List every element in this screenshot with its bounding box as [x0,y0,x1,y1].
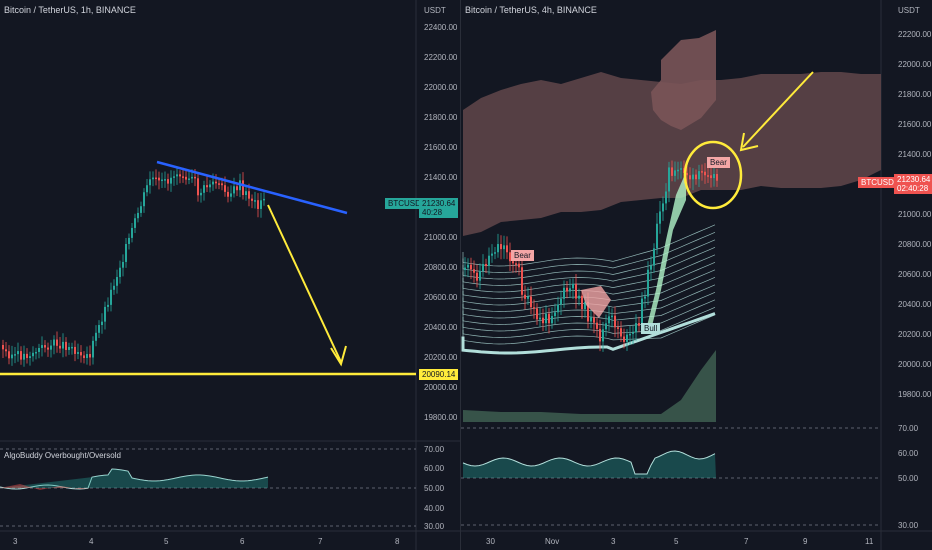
price-tick-label: 20600.00 [898,270,932,279]
price-tick-label: 19800.00 [424,413,458,422]
pointer-arrow[interactable] [739,71,814,152]
overbought-oversold-indicator: 70.00 60.00 50.00 40.00 30.00 [0,445,445,531]
indicator-tick-label: 70.00 [424,445,445,454]
currency-label: USDT [898,6,920,15]
indicator-tick-label: 30.00 [898,521,919,530]
time-tick-label: 7 [744,537,749,546]
chart-pane-1h[interactable]: Bitcoin / TetherUS, 1h, BINANCE 22400.00… [0,0,460,550]
currency-label: USDT [424,6,446,15]
price-tick-label: 20800.00 [898,240,932,249]
time-tick-label: 9 [803,537,808,546]
lower-band [463,350,716,422]
projection-arrow[interactable] [267,204,347,367]
chart-canvas-4h[interactable]: 22200.00 22000.00 21800.00 21600.00 21400.00… [461,0,932,550]
last-price-tag: 21230.64 02:40:28 [894,174,932,194]
indicator-tick-label: 60.00 [898,449,919,458]
price-tick-label: 22200.00 [424,53,458,62]
highlight-circle[interactable] [683,140,743,210]
chart-pane-4h[interactable]: Bitcoin / TetherUS, 4h, BINANCE 22200.00… [460,0,932,550]
oscillator-indicator: 70.00 60.00 50.00 30.00 [461,424,919,530]
price-tick-label: 21000.00 [424,233,458,242]
symbol-tag: BTCUSDT [385,198,429,209]
time-tick-label: 5 [164,537,169,546]
time-axis[interactable]: 30 Nov 3 5 7 9 11 [486,537,874,546]
indicator-title: AlgoBuddy Overbought/Oversold [4,451,121,460]
price-tick-label: 21400.00 [424,173,458,182]
bear-signal-label: Bear [511,250,534,261]
upper-band [463,72,881,236]
price-tick-label: 21800.00 [898,90,932,99]
indicator-tick-label: 70.00 [898,424,919,433]
indicator-tick-label: 40.00 [424,504,445,513]
descending-trendline[interactable] [156,160,348,215]
price-tick-label: 22000.00 [424,83,458,92]
price-tick-label: 20600.00 [424,293,458,302]
bear-signal-label-recent: Bear [707,157,730,168]
chart-title: Bitcoin / TetherUS, 4h, BINANCE [465,5,597,15]
level-price-tag: 20090.14 [419,369,459,380]
price-tick-label: 20400.00 [424,323,458,332]
price-tick-label: 22200.00 [898,30,932,39]
price-tick-label: 20800.00 [424,263,458,272]
price-tick-label: 21800.00 [424,113,458,122]
time-axis[interactable]: 3 4 5 6 7 8 [13,537,400,546]
price-tick-label: 20400.00 [898,300,932,309]
indicator-tick-label: 60.00 [424,464,445,473]
price-tick-label: 21600.00 [898,120,932,129]
candles-1h [2,167,265,367]
price-tick-label: 20200.00 [424,353,458,362]
time-tick-label: 7 [318,537,323,546]
price-tick-label: 20000.00 [424,383,458,392]
price-tick-label: 19800.00 [898,390,932,399]
time-tick-label: Nov [545,537,559,546]
price-tick-label: 21600.00 [424,143,458,152]
time-tick-label: 6 [240,537,245,546]
bull-signal-label: Bull [641,323,661,334]
time-tick-label: 3 [611,537,616,546]
indicator-tick-label: 30.00 [424,522,445,531]
time-tick-label: 11 [865,537,874,546]
indicator-tick-label: 50.00 [898,474,919,483]
price-axis[interactable]: 22400.00 22200.00 22000.00 21800.00 21600.00… [424,23,458,422]
upper-band-core [651,30,716,130]
time-tick-label: 5 [674,537,679,546]
time-tick-label: 4 [89,537,94,546]
time-tick-label: 8 [395,537,400,546]
indicator-tick-label: 50.00 [424,484,445,493]
price-tick-label: 21400.00 [898,150,932,159]
price-axis[interactable]: 22200.00 22000.00 21800.00 21600.00 21400.00… [898,30,932,399]
price-tick-label: 20000.00 [898,360,932,369]
symbol-tag: BTCUSDT [858,177,902,188]
last-price-tag: 21230.64 40:28 [419,198,459,218]
price-tick-label: 20200.00 [898,330,932,339]
price-tick-label: 22000.00 [898,60,932,69]
time-tick-label: 3 [13,537,18,546]
price-tick-label: 22400.00 [424,23,458,32]
chart-title: Bitcoin / TetherUS, 1h, BINANCE [4,5,136,15]
chart-canvas-1h[interactable]: 22400.00 22200.00 22000.00 21800.00 21600.00… [0,0,460,550]
time-tick-label: 30 [486,537,495,546]
price-tick-label: 21000.00 [898,210,932,219]
